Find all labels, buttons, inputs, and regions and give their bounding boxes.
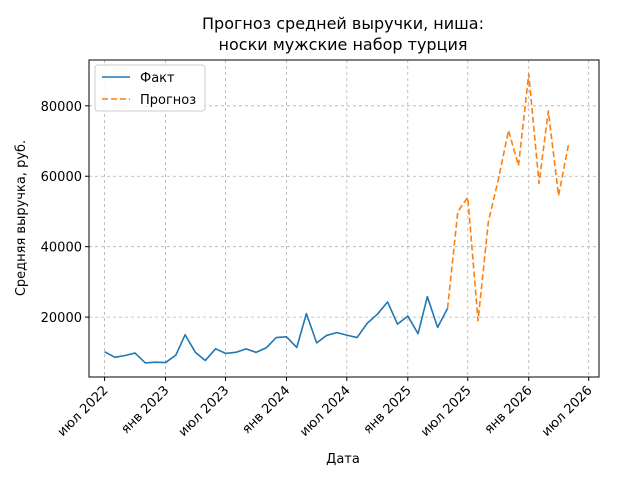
x-axis-ticks: июл 2022 янв 2023 июл 2023 янв 2024 июл 2024… — [55, 377, 596, 440]
x-tick-label: июл 2026 — [539, 383, 596, 440]
y-axis-label: Средняя выручка, руб. — [14, 140, 29, 296]
series-line-fact — [104, 295, 449, 364]
grid — [89, 60, 599, 377]
y-tick-label: 40000 — [41, 241, 82, 256]
legend-label-fact: Факт — [140, 71, 175, 86]
plot-frame — [88, 59, 600, 378]
x-tick-label: июл 2023 — [176, 383, 233, 440]
y-tick-label: 20000 — [41, 311, 82, 326]
y-axis-ticks: 20000 40000 60000 80000 — [41, 100, 89, 326]
x-tick-label: янв 2023 — [118, 383, 172, 437]
x-tick-label: янв 2025 — [361, 383, 415, 437]
legend: Факт Прогноз — [94, 64, 206, 112]
series-line-forecast — [446, 73, 570, 322]
y-tick-label: 60000 — [41, 170, 82, 185]
chart-title-line-2: носки мужские набор турция — [219, 35, 468, 54]
x-tick-label: июл 2024 — [297, 383, 354, 440]
x-tick-label: июл 2022 — [55, 383, 112, 440]
legend-label-forecast: Прогноз — [140, 93, 196, 108]
x-tick-label: июл 2025 — [418, 383, 475, 440]
x-axis-label: Дата — [326, 452, 360, 467]
chart-title-line-1: Прогноз средней выручки, ниша: — [202, 14, 484, 33]
series-layer — [104, 73, 570, 364]
y-tick-label: 80000 — [41, 100, 82, 115]
x-tick-label: янв 2026 — [482, 383, 536, 437]
x-tick-label: янв 2024 — [239, 383, 293, 437]
